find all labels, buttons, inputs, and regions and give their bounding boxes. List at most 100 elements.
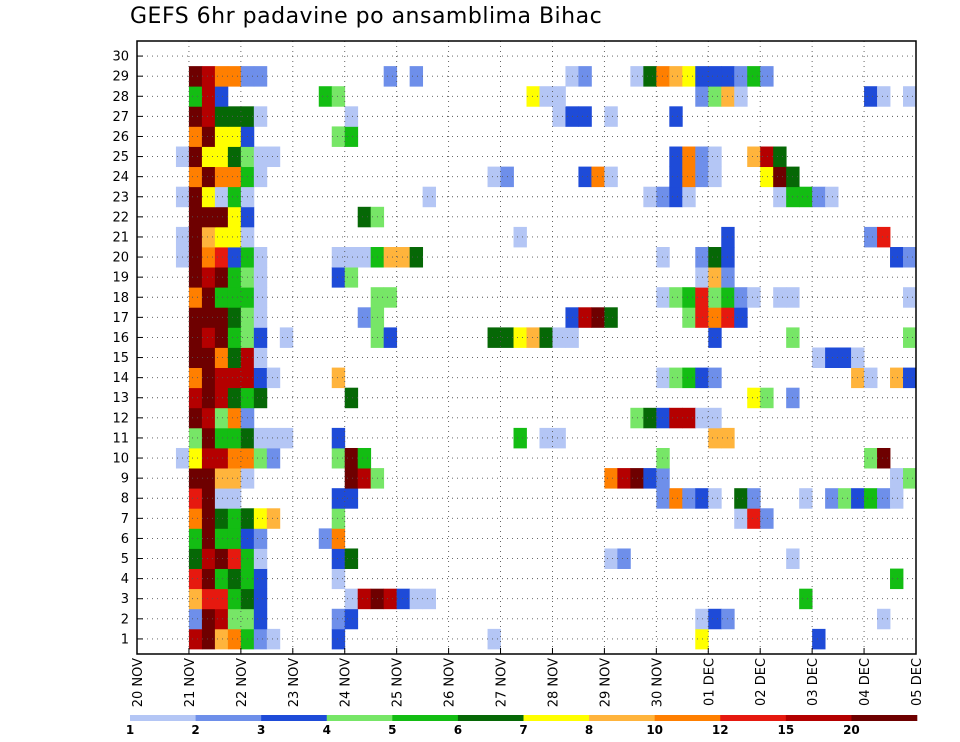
heat-cell [227, 206, 242, 228]
heat-cell [214, 327, 229, 348]
y-tick-label: 7 [121, 512, 129, 527]
heat-cell [188, 86, 203, 107]
heat-cell [201, 367, 216, 389]
heat-cell [695, 307, 709, 328]
heat-cell [253, 568, 268, 590]
y-tick-label: 10 [112, 452, 129, 467]
heat-cell [552, 327, 566, 348]
y-tick-label: 29 [112, 70, 129, 85]
heat-cell [201, 347, 216, 368]
heat-cell [344, 126, 359, 147]
y-tick-label: 22 [112, 210, 129, 225]
dotted-gridlines [137, 41, 916, 654]
heat-cell [669, 367, 683, 389]
heat-cell [201, 427, 216, 449]
heat-cell [903, 327, 917, 348]
heat-cell [331, 267, 346, 288]
heat-cell [253, 508, 268, 529]
heat-cell [682, 488, 696, 509]
heat-cell [201, 608, 216, 630]
heat-cell [643, 468, 657, 489]
heat-cell [188, 568, 203, 590]
heat-cell [422, 588, 437, 610]
heat-cell [188, 367, 203, 389]
heat-cell [708, 247, 722, 268]
x-tick-label: 25 NOV [391, 658, 406, 707]
legend-swatch [130, 715, 196, 721]
heat-cell [578, 307, 592, 328]
heat-cell [227, 427, 242, 449]
heat-cell [201, 307, 216, 328]
heat-cell [344, 588, 359, 610]
x-tick-label: 24 NOV [339, 658, 354, 707]
heat-cell [604, 106, 618, 127]
heat-cell [188, 608, 203, 630]
heat-cell [656, 66, 670, 87]
y-tick-label: 5 [121, 552, 129, 567]
heat-cell [825, 186, 839, 208]
heat-cell [227, 568, 242, 590]
y-axis: 1234567891011121314151617181920212223242… [112, 50, 143, 647]
heat-cell [617, 548, 631, 569]
heat-cell [201, 488, 216, 509]
heat-cell [253, 66, 268, 87]
x-tick-label: 23 NOV [287, 658, 302, 707]
heat-cell [890, 247, 904, 268]
y-tick-label: 2 [121, 612, 129, 627]
heat-cell [214, 427, 229, 449]
heat-cell [734, 86, 748, 107]
legend-swatch [523, 715, 590, 721]
heat-cell [747, 488, 761, 509]
heat-cell [669, 407, 683, 429]
y-tick-label: 23 [112, 190, 129, 205]
heat-cell [591, 307, 605, 328]
heat-cell [734, 307, 748, 328]
heat-cell [201, 447, 216, 469]
legend-swatch [720, 715, 787, 721]
heat-cell [734, 508, 748, 529]
x-tick-label: 05 DEC [910, 658, 925, 706]
heat-cell [331, 548, 346, 569]
heat-cell [864, 367, 878, 389]
heat-cell [708, 166, 722, 188]
heat-cell [682, 146, 696, 168]
heat-cell [877, 608, 891, 630]
heat-cell [890, 468, 904, 489]
heat-cell [695, 287, 709, 308]
heat-cell [279, 327, 294, 348]
heat-cell [877, 226, 891, 248]
x-tick-label: 04 DEC [858, 658, 873, 706]
heat-cell [188, 247, 203, 268]
heat-cell [201, 126, 216, 147]
heat-cell [409, 247, 424, 268]
heat-cell [331, 628, 346, 650]
heat-cell [734, 66, 748, 87]
heat-cell [214, 347, 229, 368]
heat-cell [318, 528, 333, 549]
heat-cell [695, 628, 709, 650]
heat-cell [227, 528, 242, 549]
heat-cell [825, 488, 839, 509]
heat-cell [760, 166, 774, 188]
heat-cell [357, 206, 372, 228]
color-legend: 1 2 3 4 5 6 7 8 10 12 15 20 [126, 715, 918, 737]
heat-cell [487, 166, 501, 188]
heat-cell [357, 447, 372, 469]
heat-cell [227, 66, 242, 87]
heat-cell [695, 146, 709, 168]
x-tick-label: 27 NOV [495, 658, 510, 707]
heat-cell [201, 588, 216, 610]
heat-cell [188, 186, 203, 208]
heat-cell [682, 166, 696, 188]
heat-cell [604, 307, 618, 328]
heat-cell [201, 387, 216, 409]
heat-cell [214, 488, 229, 509]
heat-cell [526, 327, 540, 348]
heat-cell [214, 568, 229, 590]
heat-cell [214, 608, 229, 630]
heat-cell [188, 528, 203, 549]
legend-swatch [851, 715, 918, 721]
heat-cell [903, 367, 917, 389]
legend-label: 12 [712, 723, 729, 737]
heat-cell [578, 66, 592, 87]
